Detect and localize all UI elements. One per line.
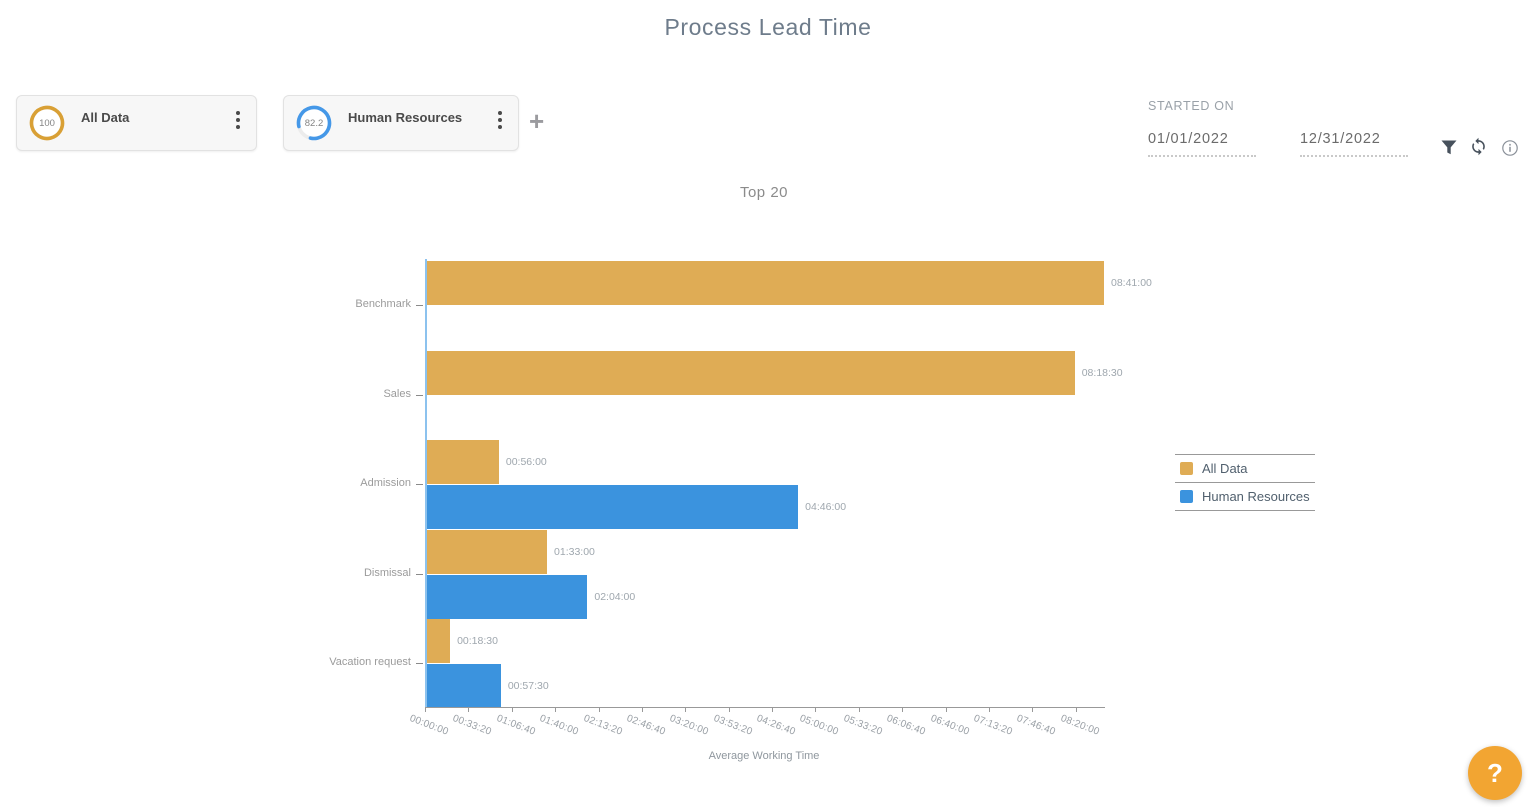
x-axis-line [425, 707, 1105, 708]
x-axis-tick [902, 707, 904, 712]
legend-swatch [1180, 462, 1193, 475]
x-axis-tick [511, 707, 513, 712]
y-axis-line [425, 259, 427, 707]
x-axis-tick-label: 00:33:20 [451, 713, 494, 738]
x-axis-tick [598, 707, 600, 712]
y-axis-label-admission: Admission [360, 477, 411, 489]
x-axis-tick-label: 01:40:00 [538, 713, 580, 738]
y-axis-tick [416, 394, 423, 396]
y-axis-label-benchmark: Benchmark [355, 298, 411, 310]
x-axis-tick [815, 707, 817, 712]
y-axis-label-dismissal: Dismissal [363, 566, 411, 579]
bar-all-data-benchmark[interactable] [427, 261, 1104, 305]
x-axis-tick-label: 02:46:40 [624, 713, 667, 738]
chart-title: Top 20 [739, 184, 789, 201]
x-axis-tick-label: 03:53:20 [711, 713, 754, 738]
kebab-menu-icon[interactable] [496, 109, 504, 131]
x-axis-tick-label: 06:06:40 [885, 713, 927, 738]
page-title: Process Lead Time [664, 14, 872, 40]
start-date-field[interactable]: 01/01/2022 [1148, 131, 1256, 157]
end-date-field[interactable]: 12/31/2022 [1300, 131, 1408, 157]
x-axis-tick [641, 707, 643, 712]
x-axis-title: Average Working Time [708, 750, 820, 762]
x-axis-tick [1032, 707, 1034, 712]
x-axis-tick [1075, 707, 1077, 712]
bar-value-label: 08:41:00 [1111, 277, 1152, 289]
progress-ring: 100 [28, 104, 66, 142]
bar-all-data-vacation-request[interactable] [427, 619, 451, 663]
bar-value-label: 04:46:00 [805, 501, 847, 513]
help-button[interactable]: ? [1468, 746, 1522, 800]
x-axis-tick [772, 707, 774, 712]
y-axis-tick [416, 484, 423, 485]
bar-value-label: 08:18:30 [1081, 366, 1123, 379]
bar-value-label: 00:56:00 [505, 456, 547, 468]
progress-ring: 82.2 [295, 104, 333, 142]
y-axis-label-vacation-request: Vacation request [329, 656, 411, 668]
x-axis-tick [728, 707, 730, 712]
x-axis-tick-label: 04:26:40 [755, 713, 797, 738]
x-axis-tick [945, 707, 947, 712]
chip-percent-value: 82.2 [304, 117, 324, 129]
x-axis-tick-label: 05:33:20 [841, 713, 884, 738]
x-axis-tick [685, 707, 687, 712]
filter-chip-human-resources[interactable]: 82.2 Human Resources [283, 95, 519, 151]
bar-value-label: 01:33:00 [554, 545, 595, 558]
bar-all-data-admission[interactable] [427, 440, 499, 484]
bar-human-resources-dismissal[interactable] [427, 574, 588, 619]
y-axis-label-sales: Sales [383, 387, 411, 400]
y-axis-tick [416, 663, 423, 664]
legend-swatch [1180, 490, 1193, 503]
legend-label: Human Resources [1202, 489, 1310, 504]
bar-all-data-dismissal[interactable] [427, 529, 548, 574]
x-axis-tick-label: 07:46:40 [1015, 713, 1058, 738]
legend-item-all-data[interactable]: All Data [1175, 454, 1315, 482]
chip-label: Human Resources [348, 110, 463, 125]
x-axis-tick-label: 05:00:00 [798, 713, 841, 738]
x-axis-tick [555, 707, 557, 712]
kebab-menu-icon[interactable] [234, 109, 242, 131]
info-icon[interactable] [1502, 140, 1518, 161]
x-axis-tick-label: 00:00:00 [408, 713, 450, 738]
x-axis-tick-label: 08:20:00 [1058, 713, 1101, 738]
bar-human-resources-vacation-request[interactable] [427, 664, 501, 708]
bar-all-data-sales[interactable] [427, 350, 1075, 395]
chip-percent-value: 100 [39, 117, 55, 129]
bar-value-label: 00:57:30 [507, 680, 549, 692]
chip-label: All Data [81, 110, 130, 125]
chart-legend: All Data Human Resources [1175, 454, 1315, 511]
bar-human-resources-admission[interactable] [427, 485, 799, 529]
filter-chip-all-data[interactable]: 100 All Data [16, 95, 257, 151]
started-on-label: STARTED ON [1148, 99, 1235, 113]
legend-item-human-resources[interactable]: Human Resources [1175, 482, 1315, 511]
add-filter-button[interactable]: + [529, 106, 545, 136]
bar-value-label: 02:04:00 [594, 590, 636, 603]
x-axis-tick-label: 02:13:20 [581, 713, 624, 738]
x-axis-tick-label: 06:40:00 [928, 713, 971, 738]
y-axis-tick [416, 305, 423, 306]
x-axis-tick [858, 707, 860, 712]
x-axis-tick-label: 03:20:00 [668, 713, 711, 738]
x-axis-tick [468, 707, 470, 712]
x-axis-tick [988, 707, 990, 712]
legend-label: All Data [1202, 461, 1248, 476]
bar-value-label: 00:18:30 [457, 635, 498, 647]
filter-icon[interactable] [1441, 140, 1457, 160]
x-axis-tick [425, 707, 426, 712]
x-axis-tick-label: 01:06:40 [494, 713, 537, 738]
y-axis-tick [416, 573, 423, 575]
x-axis-tick-label: 07:13:20 [971, 713, 1014, 738]
refresh-icon[interactable] [1469, 137, 1488, 161]
